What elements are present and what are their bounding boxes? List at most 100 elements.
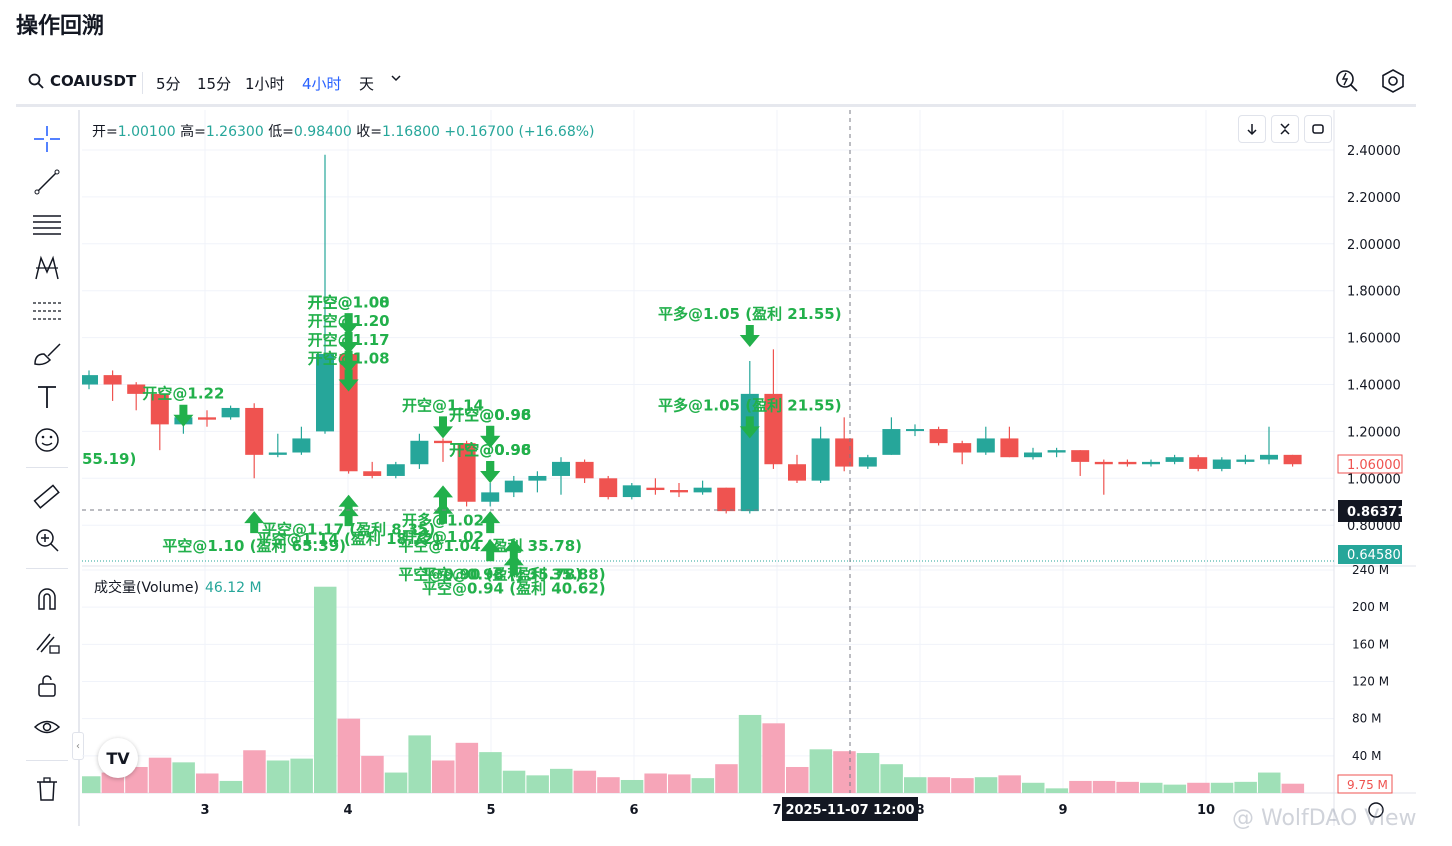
last-price-badge: [1337, 454, 1403, 474]
timeframe-15m[interactable]: 15分: [197, 75, 232, 93]
timeframe-5m[interactable]: 5分: [156, 75, 181, 93]
close-label: 收=: [356, 124, 383, 140]
collapse-pane-button[interactable]: [1271, 115, 1299, 143]
toolbar-divider: [26, 467, 68, 468]
visibility-tool[interactable]: [30, 711, 64, 745]
trade-marker-label: 开多@1.02: [402, 528, 484, 546]
pattern-tool[interactable]: [30, 251, 64, 285]
time-tick-label: 4: [343, 803, 352, 818]
timeframe-4h[interactable]: 4小时: [302, 75, 342, 93]
text-icon: [38, 386, 56, 408]
candle-body: [481, 492, 500, 502]
candle-body: [1024, 452, 1042, 458]
price-tick-label: 0.80000: [1347, 519, 1401, 534]
time-tick-label: 5: [486, 803, 495, 818]
price-chart[interactable]: 开空@1.22开空@1.00开空@1.08开空@1.20开空@1.17开空@1.…: [82, 110, 1416, 826]
candle-body: [103, 375, 122, 385]
price-tick-label: 1.00000: [1347, 472, 1401, 487]
volume-label: 成交量(Volume): [94, 580, 199, 596]
page-title: 操作回溯: [16, 14, 105, 39]
time-tick-label: 9: [1058, 803, 1067, 818]
volume-bar: [715, 764, 738, 793]
candle-body: [670, 490, 688, 493]
trade-marker-label: 开空@0.96: [449, 441, 531, 459]
trade-marker-arrow-down: [480, 460, 501, 483]
volume-tick-label: 160 M: [1352, 637, 1389, 651]
lock-tool[interactable]: [30, 668, 64, 702]
candle-body: [245, 407, 264, 455]
candle-body: [363, 471, 382, 476]
volume-tick-label: 200 M: [1352, 600, 1389, 614]
volume-bar: [455, 742, 479, 793]
candle-body: [198, 417, 216, 420]
volume-value: 46.12 M: [205, 580, 262, 596]
alert-button[interactable]: [1334, 68, 1360, 94]
projection-icon: [33, 302, 61, 320]
emoji-tool[interactable]: [30, 423, 64, 457]
trade-marker-arrow-up: [433, 485, 453, 508]
trade-marker-arrow-down: [338, 332, 359, 355]
price-tick-label: 1.60000: [1347, 332, 1401, 347]
low-label: 低=: [268, 124, 294, 140]
volume-bar: [597, 777, 620, 793]
time-tick-label: 6: [629, 803, 638, 818]
volume-bar: [927, 777, 951, 793]
trade-marker-arrow-down: [433, 416, 453, 439]
trend-line-icon: [34, 169, 60, 195]
last-price-badge-text: 1.06000: [1347, 458, 1401, 473]
open-value: 1.00100: [117, 124, 176, 140]
volume-bar: [1234, 781, 1257, 793]
brush-tool[interactable]: [30, 337, 64, 371]
candle-body: [1212, 459, 1231, 469]
timeframe-dropdown[interactable]: [390, 70, 402, 88]
magnet-tool[interactable]: [30, 582, 64, 616]
volume-bar: [1210, 782, 1234, 793]
crosshair-tool[interactable]: [30, 122, 64, 156]
price-tick-label: 1.80000: [1347, 285, 1401, 300]
fib-lines-tool[interactable]: [30, 208, 64, 242]
measure-tool[interactable]: [30, 480, 64, 514]
trend-line-tool[interactable]: [30, 165, 64, 199]
toolbar-divider: [26, 760, 68, 761]
timeframe-1h[interactable]: 1小时: [245, 75, 285, 93]
trade-marker-arrow-down: [173, 404, 194, 427]
tradingview-logo[interactable]: TV: [98, 738, 138, 778]
volume-bar: [243, 750, 266, 793]
lightning-search-icon: [1336, 70, 1358, 92]
volume-bar: [762, 723, 785, 793]
trade-marker-label: 开空@0.96: [449, 406, 531, 424]
time-tick-label: 10: [1197, 803, 1215, 818]
price-tick-label: 1.20000: [1347, 425, 1401, 440]
candle-body: [410, 440, 429, 465]
candle-body: [976, 438, 995, 453]
timeframe-1d[interactable]: 天: [359, 75, 375, 93]
chart-toolbar: COAIUSDT 5分 15分 1小时 4小时 天: [16, 60, 1416, 107]
scroll-down-button[interactable]: [1238, 115, 1266, 143]
chevron-down-icon: [391, 75, 401, 82]
maximize-icon: [1312, 124, 1324, 134]
maximize-pane-button[interactable]: [1304, 115, 1332, 143]
cursor-price-badge: [1338, 500, 1402, 522]
volume-bar: [125, 766, 148, 793]
collapse-toolbar-button[interactable]: ‹: [72, 732, 84, 760]
candle-body: [929, 429, 948, 444]
volume-bar: [1140, 782, 1163, 793]
candle-body: [858, 457, 877, 467]
candle-body: [953, 443, 972, 453]
settings-button[interactable]: [1380, 68, 1406, 94]
trade-marker-arrow-up: [433, 501, 453, 524]
delete-tool[interactable]: [30, 772, 64, 806]
forecast-tool[interactable]: [30, 294, 64, 328]
volume-bar: [1116, 781, 1139, 793]
zoom-tool[interactable]: [30, 523, 64, 557]
text-tool[interactable]: [30, 380, 64, 414]
lock-drawings-tool[interactable]: [30, 625, 64, 659]
crosshair-icon: [34, 126, 60, 152]
volume-bar: [172, 762, 195, 793]
collapse-icon: [1280, 123, 1290, 135]
candle-body: [457, 443, 476, 502]
volume-tick-label: 40 M: [1352, 749, 1381, 763]
symbol-search[interactable]: COAIUSDT: [28, 72, 136, 90]
trade-marker-arrow-up: [503, 553, 524, 576]
candle-body: [1165, 457, 1184, 462]
